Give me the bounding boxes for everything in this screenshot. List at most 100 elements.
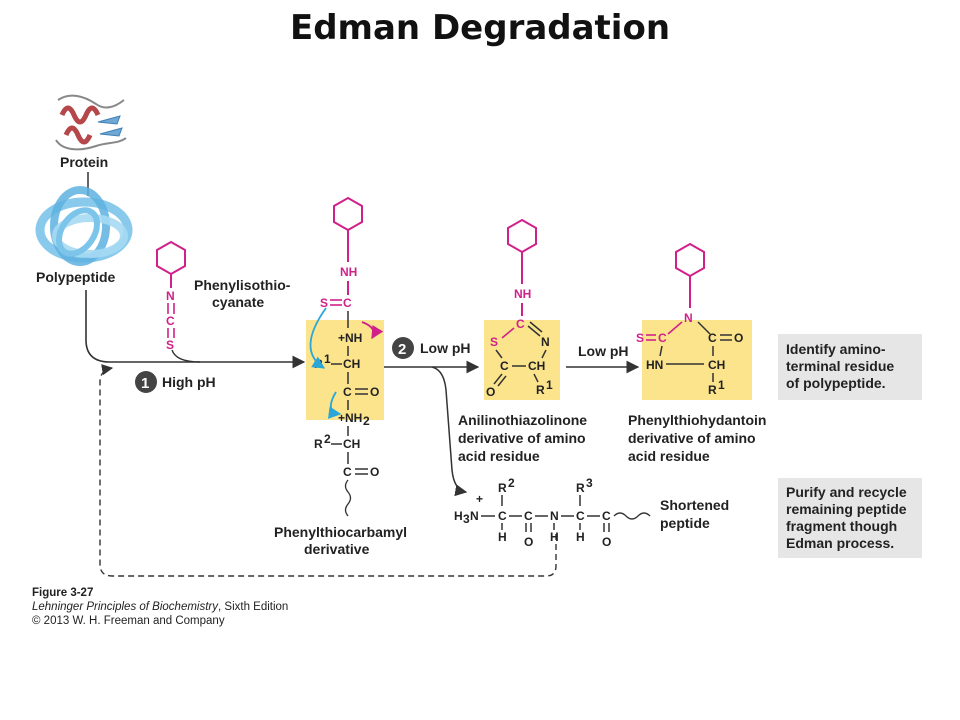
atz-n: N [541,335,550,349]
sp-c1: C [498,509,507,523]
atz-nh: NH [514,287,531,301]
atz-s: S [490,335,498,349]
sp-c2: C [524,509,533,523]
caption-book: Lehninger Principles of Biochemistry [32,601,219,613]
atz-r1-sup: 1 [546,378,553,392]
caption-edition: , Sixth Edition [218,601,289,613]
shortened-peptide-structure: + H 3 N C R 2 H C O N H C R 3 H C O [454,476,651,549]
identify-line2: terminal residue [786,358,894,374]
pth-s: S [636,331,644,345]
ptc-ch-2: CH [343,437,360,451]
purify-line3: fragment though [786,518,897,534]
purify-line2: remaining peptide [786,501,907,517]
ptc-r1-sup: 1 [324,352,331,366]
pitc-join-arrow [171,349,201,363]
sp-r3: R [576,481,585,495]
caption-figure: Figure 3-27 [32,587,94,599]
branch-arrow [431,366,468,497]
purify-box [778,478,922,558]
step2-label: Low pH [420,340,471,356]
atz-label-line1: Anilinothiazolinone [458,412,587,428]
atz-label-line3: acid residue [458,448,540,464]
step1-number: 1 [141,375,149,392]
sp-o1: O [524,535,533,549]
ptc-s: S [320,296,328,310]
shortened-label-line1: Shortened [660,497,729,513]
identify-line3: of polypeptide. [786,375,886,391]
step3-label: Low pH [578,343,629,359]
pth-structure: N S C C O HN CH R 1 [636,242,743,397]
step2-badge [392,337,414,359]
pitc-structure: N C S [156,240,186,352]
ptc-ch: CH [343,357,360,371]
sp-h2: H [550,530,559,544]
ptc-nh2-sub: 2 [363,414,370,428]
ptc-label-line2: derivative [304,541,370,557]
purify-line4: Edman process. [786,535,894,551]
main-flow-arrow [85,290,306,369]
atz-o: O [486,385,495,399]
pth-r1-sup: 1 [718,378,725,392]
recycle-dashed-arrow [99,364,557,577]
sp-h3: H [576,530,585,544]
polypeptide-icon [35,186,133,266]
pth-r1: R [708,383,717,397]
pitc-s: S [166,338,174,352]
ptc-r2-sup: 2 [324,432,331,446]
identify-box [778,334,922,400]
sp-r2-sup: 2 [508,476,515,490]
step2-number: 2 [398,341,406,358]
page-title: Edman Degradation [289,8,671,48]
sp-h1: H [498,530,507,544]
pth-label-line3: acid residue [628,448,710,464]
atz-r1: R [536,383,545,397]
pitc-label-line1: Phenylisothio- [194,277,291,293]
pth-hn: HN [646,358,663,372]
ptc-label-line1: Phenylthiocarbamyl [274,524,407,540]
ptc-nh-plus: +NH [338,331,362,345]
ptc-carbonyl-o-2: O [370,465,379,479]
sp-h3n: H [454,509,463,523]
pth-n: N [684,311,693,325]
atz-highlight [484,320,560,400]
sp-r3-sup: 3 [586,476,593,490]
ptc-nh2-plus: +NH [338,411,362,425]
figure-caption: Figure 3-27 Lehninger Principles of Bioc… [32,586,288,628]
pth-label-line1: Phenylthiohydantoin [628,412,766,428]
ptc-structure: NH S C +NH R 1 CH C O +NH 2 R 2 CH C O [309,196,384,517]
ptc-carbonyl-o: O [370,385,379,399]
sp-n2: N [550,509,559,523]
identify-line1: Identify amino- [786,341,886,357]
ptc-carbonyl-c-2: C [343,465,352,479]
ptc-nh: NH [340,265,357,279]
atz-structure: NH C S N C CH O R 1 [486,218,553,399]
ptc-c: C [343,296,352,310]
protein-label: Protein [60,154,108,170]
sp-c3: C [576,509,585,523]
purify-line1: Purify and recycle [786,484,907,500]
atz-label-line2: derivative of amino [458,430,586,446]
step1-badge [135,371,157,393]
ptc-carbonyl-c: C [343,385,352,399]
sp-c4: C [602,509,611,523]
pth-ch: CH [708,358,725,372]
pth-carbonyl-o: O [734,331,743,345]
caption-copyright: © 2013 W. H. Freeman and Company [32,615,225,627]
sp-n1: N [470,509,479,523]
sp-h3n-sub: 3 [463,512,470,526]
atz-ch: CH [528,359,545,373]
pitc-n: N [166,289,175,303]
ptc-r2: R [314,437,323,451]
atz-c: C [516,317,525,331]
sp-r2: R [498,481,507,495]
pth-highlight [642,320,752,400]
sp-o2: O [602,535,611,549]
ptc-highlight [306,320,384,420]
pth-c: C [658,331,667,345]
atz-ring-c: C [500,359,509,373]
pth-label-line2: derivative of amino [628,430,756,446]
pitc-label-line2: cyanate [212,294,264,310]
pitc-c: C [166,314,175,328]
protein-icon [55,94,127,151]
